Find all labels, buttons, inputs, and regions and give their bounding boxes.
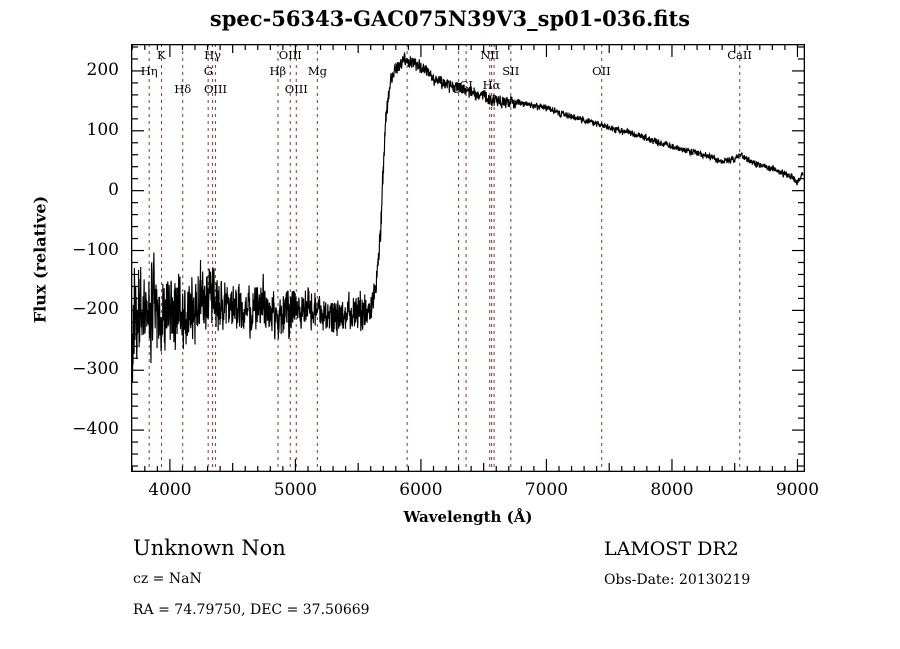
line-label-OII: OII xyxy=(592,64,611,78)
line-label-SII: SII xyxy=(502,64,520,78)
y-tick-label-neg200: −200 xyxy=(72,299,119,320)
x-tick-label-7000: 7000 xyxy=(524,480,569,500)
line-label-NII1: NII xyxy=(480,48,500,62)
line-label-OIII3: OIII xyxy=(284,82,308,96)
line-label-OI: OI xyxy=(451,82,466,96)
axis-frame-group xyxy=(131,44,805,472)
redshift-velocity: cz = NaN xyxy=(133,571,202,587)
page-title: spec-56343-GAC075N39V3_sp01-036.fits xyxy=(209,6,691,31)
y-tick-label-neg300: −300 xyxy=(72,359,119,380)
y-tick-label-neg100: −100 xyxy=(72,239,119,260)
flux-trace xyxy=(131,51,804,382)
x-tick-label-8000: 8000 xyxy=(650,480,694,500)
line-label-Heta: Hη xyxy=(140,64,158,78)
y-tick-label-100: 100 xyxy=(86,119,119,140)
line-label-Halpha: Hα xyxy=(482,78,501,92)
y-tick-label-0: 0 xyxy=(108,179,119,200)
line-label-Hdelta: Hδ xyxy=(174,82,192,96)
line-label-G: G xyxy=(203,64,213,78)
line-label-K: K xyxy=(156,48,166,62)
line-label-OIII2: OIII xyxy=(278,48,302,62)
y-tick-label-neg400: −400 xyxy=(72,419,119,440)
x-axis-label: Wavelength (Å) xyxy=(403,508,533,526)
line-label-Hbeta: Hβ xyxy=(269,64,287,78)
line-marker-group xyxy=(148,44,741,472)
x-tick-label-9000: 9000 xyxy=(775,480,820,500)
y-tick-label-200: 200 xyxy=(86,59,119,80)
line-label-Hgamma: Hγ xyxy=(204,48,221,62)
x-tick-label-4000: 4000 xyxy=(148,480,192,500)
observation-date: Obs-Date: 20130219 xyxy=(604,572,751,588)
line-label-CI: CI xyxy=(459,78,473,92)
survey-name: LAMOST DR2 xyxy=(604,538,739,560)
line-label-Mg: Mg xyxy=(307,64,328,78)
line-label-CaII: CaII xyxy=(727,48,752,62)
flux-trace-group xyxy=(131,51,804,382)
line-label-OIII1: OIII xyxy=(203,82,228,96)
sky-coordinates: RA = 74.79750, DEC = 37.50669 xyxy=(133,602,370,618)
x-tick-label-5000: 5000 xyxy=(273,480,318,500)
x-tick-label-6000: 6000 xyxy=(399,480,443,500)
spectrum-canvas xyxy=(131,44,805,472)
object-classification: Unknown Non xyxy=(133,536,286,560)
spectrum-plot xyxy=(131,44,805,472)
